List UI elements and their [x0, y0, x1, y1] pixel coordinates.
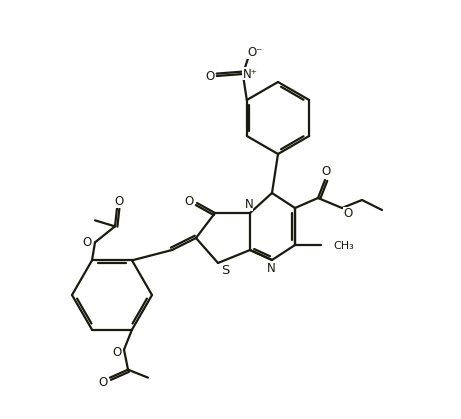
Text: O: O — [205, 70, 214, 83]
Text: O: O — [83, 236, 92, 249]
Text: N⁺: N⁺ — [242, 67, 257, 80]
Text: O: O — [114, 195, 124, 208]
Text: O⁻: O⁻ — [247, 47, 263, 59]
Text: N: N — [245, 199, 254, 212]
Text: O: O — [321, 166, 331, 178]
Text: O: O — [184, 196, 194, 209]
Text: S: S — [221, 264, 229, 277]
Text: O: O — [343, 207, 353, 220]
Text: N: N — [266, 261, 275, 274]
Text: O: O — [98, 376, 107, 389]
Text: O: O — [112, 346, 122, 359]
Text: CH₃: CH₃ — [333, 241, 354, 251]
